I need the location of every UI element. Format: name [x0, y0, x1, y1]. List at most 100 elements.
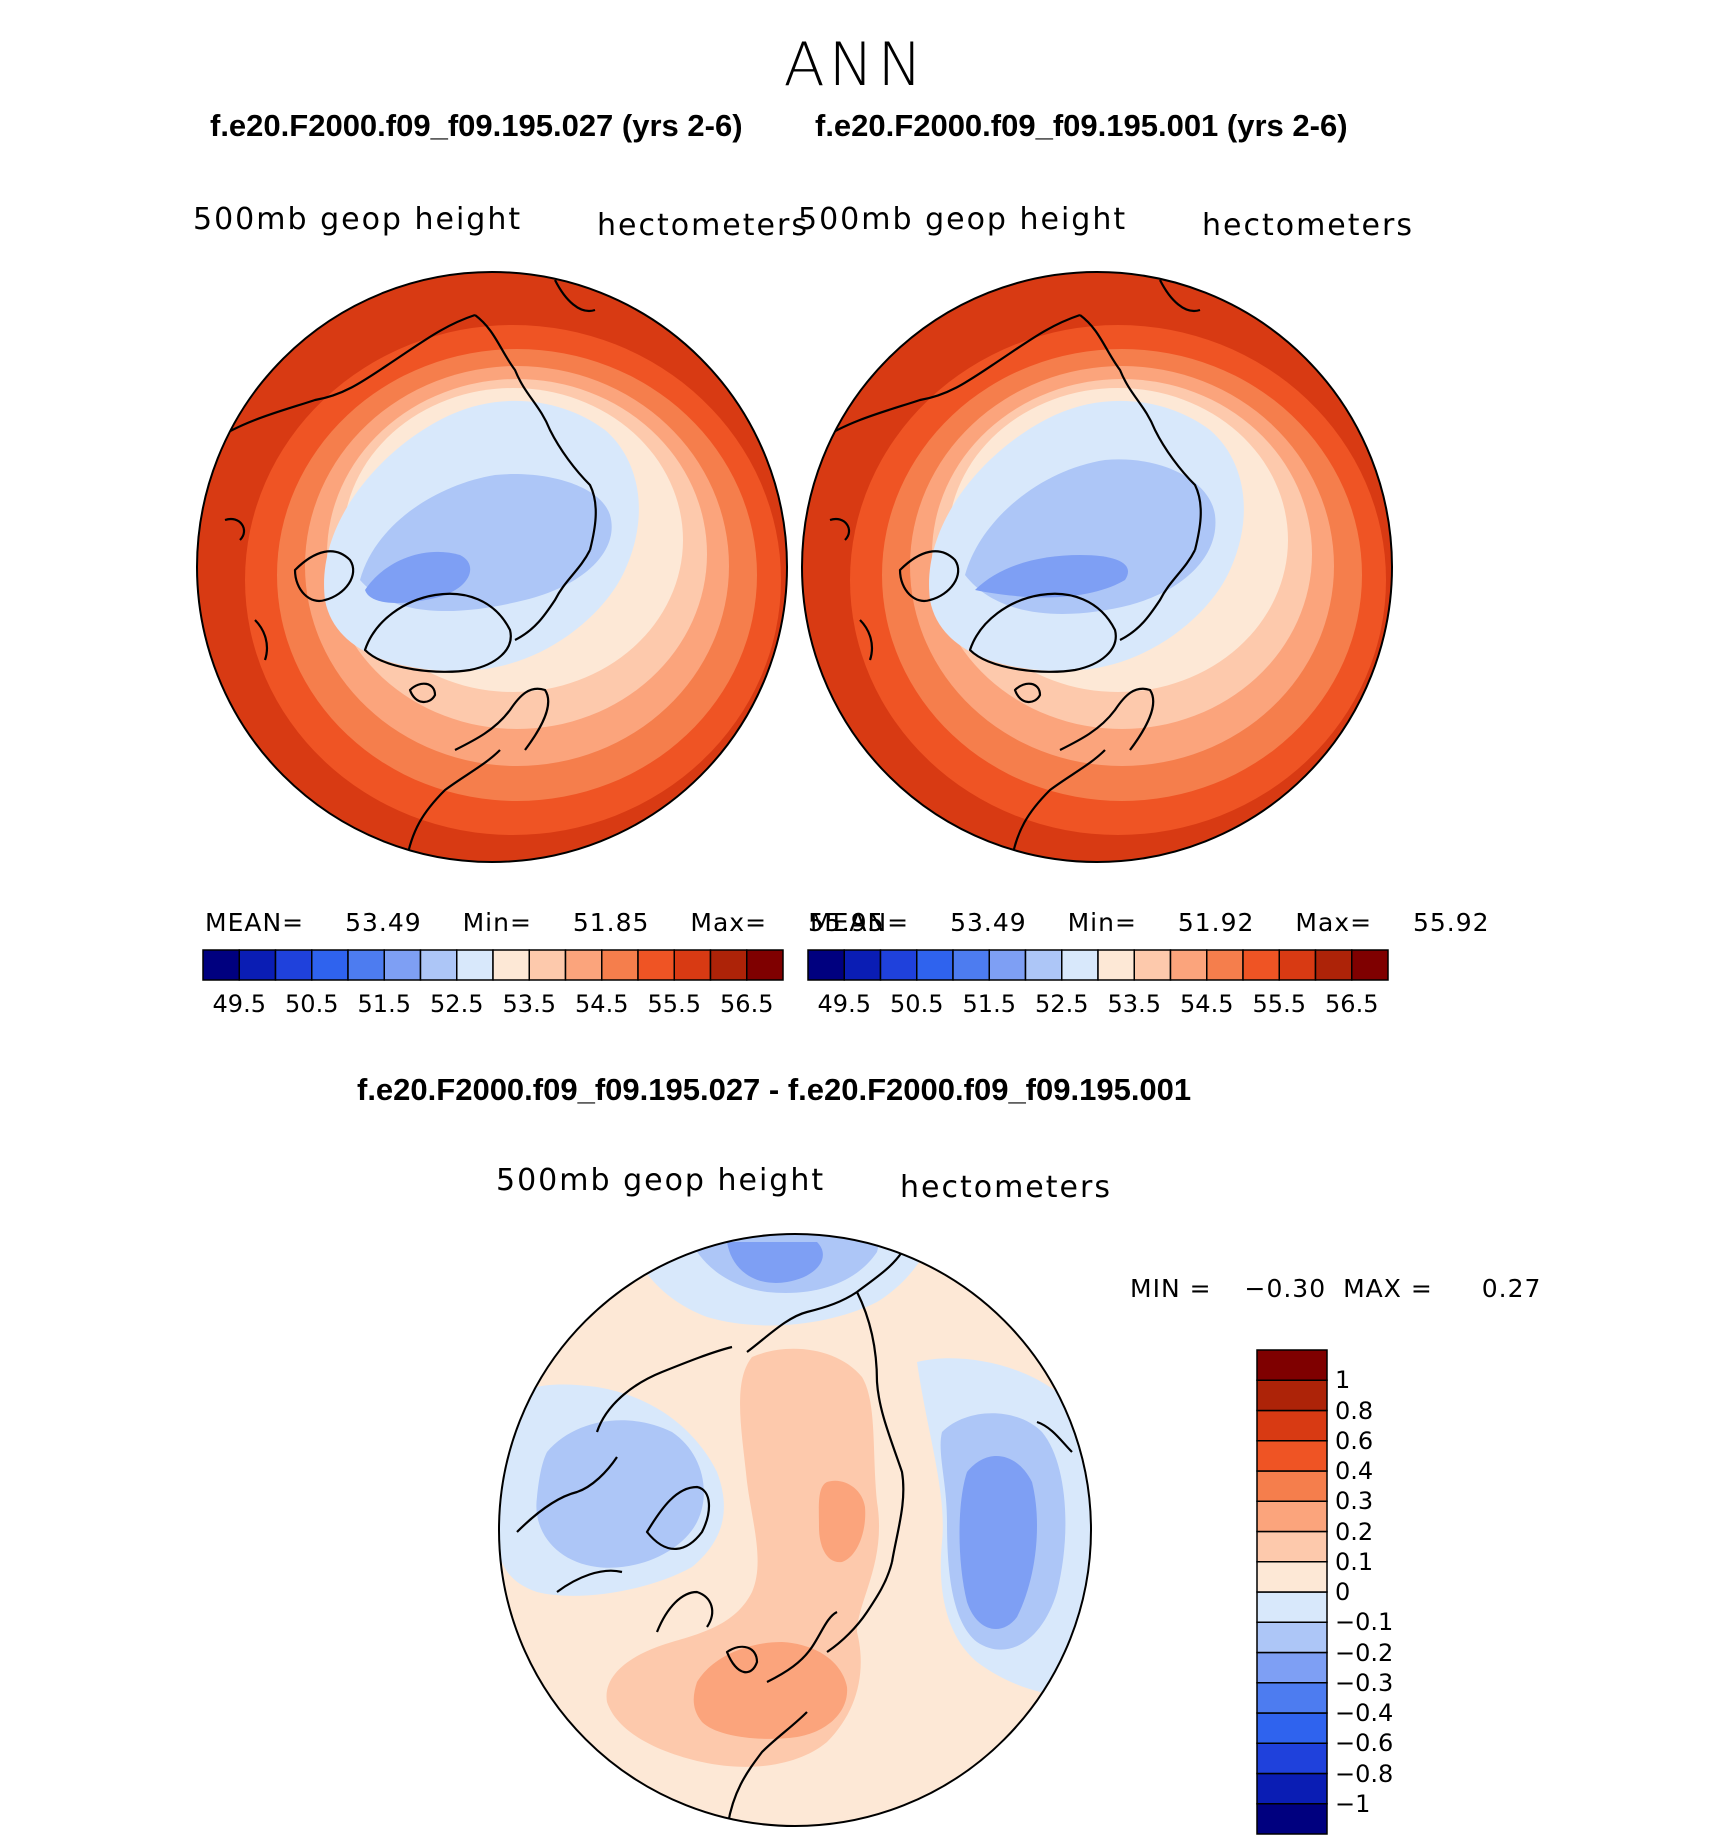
colorbar-tick-label: 53.5 [502, 990, 556, 1018]
max-value: 55.92 [1413, 908, 1490, 937]
colorbar-tick-label: 0.8 [1335, 1396, 1374, 1425]
colorbar-tick-label: 0.4 [1335, 1457, 1374, 1485]
contour-fill [959, 1455, 1037, 1629]
colorbar-tick-label: 1 [1335, 1366, 1351, 1395]
left-colorbar [202, 949, 784, 981]
min-label: Min= [1067, 908, 1137, 937]
colorbar-tick-label: 56.5 [1325, 990, 1379, 1018]
colorbar-swatch [1256, 1349, 1328, 1381]
colorbar-swatch [1256, 1772, 1328, 1805]
colorbar-swatch [843, 949, 882, 981]
right-units-label: hectometers [1202, 208, 1414, 243]
contour-fill [693, 1642, 848, 1739]
colorbar-tick-label: 50.5 [890, 990, 944, 1018]
colorbar-swatch [1256, 1712, 1328, 1744]
colorbar-tick-label: 51.5 [357, 990, 411, 1018]
colorbar-swatch [238, 949, 277, 981]
colorbar-tick-label: 54.5 [1180, 990, 1234, 1018]
colorbar-swatch [1024, 949, 1063, 981]
coastlines [214, 279, 597, 862]
colorbar-tick-label: 49.5 [817, 990, 871, 1018]
colorbar-swatch [1256, 1500, 1328, 1533]
colorbar-swatch [1133, 949, 1172, 981]
right-stats: MEAN= 53.49 Min= 51.92 Max= 55.92 [810, 908, 1490, 937]
colorbar-swatch [1256, 1803, 1328, 1835]
colorbar-swatch [1256, 1561, 1328, 1593]
colorbar-swatch [709, 949, 748, 981]
mean-label: MEAN= [205, 908, 305, 937]
colorbar-tick-label: 0.6 [1335, 1426, 1374, 1455]
left-variable-label: 500mb geop height [193, 202, 523, 237]
max-label: Max= [1295, 908, 1373, 937]
colorbar-tick-label: −0.8 [1335, 1759, 1394, 1788]
colorbar-tick-label: 0.3 [1335, 1487, 1374, 1516]
colorbar-swatch [492, 949, 530, 981]
colorbar-swatch [807, 949, 845, 981]
colorbar-tick-label: 0 [1335, 1578, 1351, 1606]
diff-units-label: hectometers [900, 1170, 1112, 1205]
right-colorbar [807, 949, 1389, 981]
min-label: Min= [462, 908, 532, 937]
colorbar-swatch [311, 949, 349, 981]
season-title: ANN [783, 30, 927, 100]
min-value: −0.30 [1244, 1274, 1327, 1303]
diff-stats: MIN = −0.30 MAX = 0.27 [1130, 1274, 1541, 1303]
colorbar-tick-label: −0.4 [1335, 1699, 1394, 1727]
colorbar-swatch [673, 949, 712, 981]
colorbar-swatch [1256, 1440, 1328, 1472]
min-value: 51.92 [1177, 908, 1255, 937]
colorbar-swatch [1256, 1530, 1328, 1563]
colorbar-swatch [1256, 1409, 1328, 1442]
colorbar-swatch [1256, 1621, 1328, 1654]
min-value: 51.85 [572, 908, 650, 937]
colorbar-swatch [456, 949, 494, 981]
colorbar-tick-label: 55.5 [647, 990, 701, 1018]
colorbar-swatch [952, 949, 990, 981]
colorbar-tick-label: −0.2 [1335, 1638, 1394, 1667]
colorbar-tick-label: 53.5 [1107, 990, 1161, 1018]
colorbar-swatch [637, 949, 675, 981]
colorbar-swatch [1314, 949, 1353, 981]
colorbar-tick-label: 55.5 [1252, 990, 1306, 1018]
left-polar-map [196, 271, 788, 863]
colorbar-swatch [1256, 1470, 1328, 1502]
right-polar-map [801, 271, 1393, 863]
coastlines [819, 279, 1202, 862]
min-label: MIN = [1130, 1274, 1212, 1303]
colorbar-tick-label: 51.5 [962, 990, 1016, 1018]
max-value: 0.27 [1481, 1274, 1542, 1303]
colorbar-swatch [383, 949, 422, 981]
colorbar-tick-label: 52.5 [430, 990, 484, 1018]
colorbar-swatch [202, 949, 240, 981]
colorbar-tick-label: 50.5 [285, 990, 339, 1018]
colorbar-swatch [746, 949, 784, 981]
colorbar-swatch [1351, 949, 1389, 981]
colorbar-tick-label: −0.6 [1335, 1729, 1394, 1758]
colorbar-swatch [1206, 949, 1244, 981]
colorbar-swatch [1256, 1379, 1328, 1412]
contour-fill [365, 551, 471, 603]
colorbar-tick-label: −0.1 [1335, 1608, 1394, 1637]
colorbar-swatch [1242, 949, 1280, 981]
difference-colorbar [1256, 1349, 1328, 1835]
contour-fill [727, 1242, 823, 1283]
colorbar-swatch [916, 949, 954, 981]
colorbar-swatch [1169, 949, 1208, 981]
diff-variable-label: 500mb geop height [496, 1163, 826, 1198]
difference-colorbar-ticks: −1 −0.8 −0.6 −0.4 −0.3 −0.2 −0.1 0 0.1 0.2 0.3 0.4 0… [1335, 1350, 1415, 1834]
colorbar-swatch [988, 949, 1027, 981]
mean-value: 53.49 [345, 908, 422, 937]
contour-fill [818, 1480, 866, 1563]
mean-label: MEAN= [810, 908, 910, 937]
colorbar-swatch [564, 949, 603, 981]
max-label: MAX = [1343, 1274, 1433, 1303]
colorbar-swatch [601, 949, 639, 981]
left-colorbar-ticks: 49.5 50.5 51.5 52.5 53.5 54.5 55.5 56.5 [203, 990, 783, 1020]
colorbar-swatch [1256, 1682, 1328, 1714]
colorbar-tick-label: 52.5 [1035, 990, 1089, 1018]
left-units-label: hectometers [597, 208, 809, 243]
right-variable-label: 500mb geop height [798, 202, 1128, 237]
colorbar-tick-label: 0.1 [1335, 1547, 1374, 1576]
right-panel-title: f.e20.F2000.f09_f09.195.001 (yrs 2-6) [815, 108, 1348, 143]
max-label: Max= [690, 908, 768, 937]
